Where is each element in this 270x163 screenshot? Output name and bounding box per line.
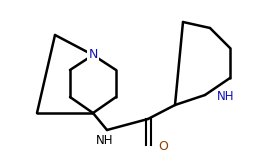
Text: O: O <box>158 141 168 154</box>
Text: NH: NH <box>217 90 235 104</box>
Text: N: N <box>88 49 98 61</box>
Text: NH: NH <box>96 134 114 147</box>
